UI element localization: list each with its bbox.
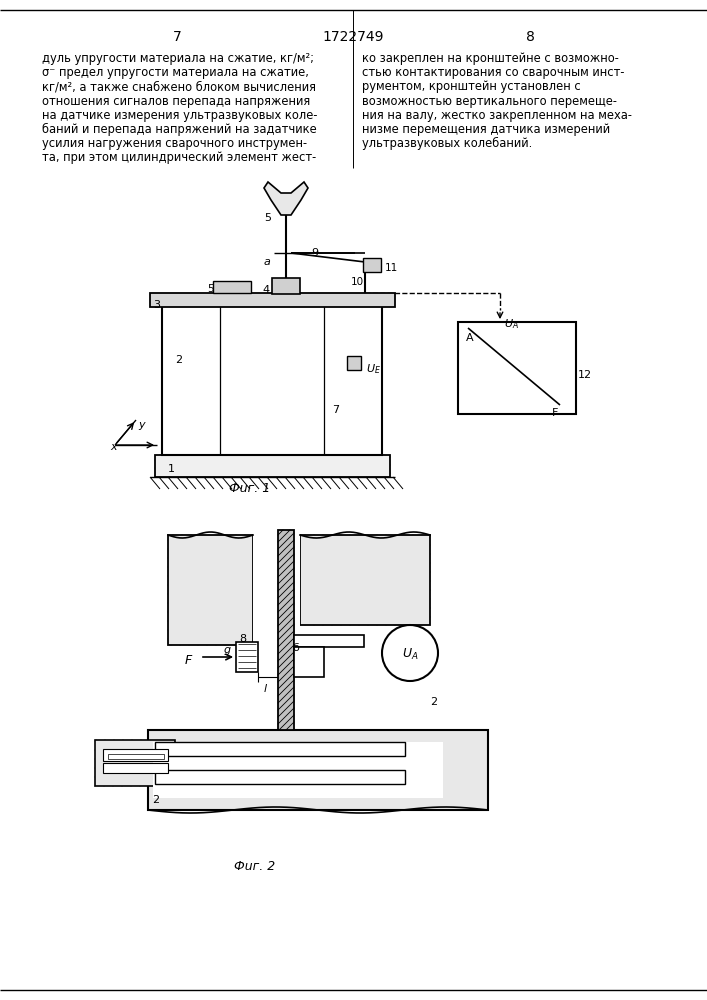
- Bar: [253, 530, 300, 650]
- Text: F: F: [552, 408, 559, 418]
- Text: баний и перепада напряжений на задатчике: баний и перепада напряжений на задатчике: [42, 123, 317, 136]
- Text: F: F: [185, 654, 192, 667]
- Text: 7: 7: [173, 30, 182, 44]
- Bar: [347, 356, 361, 370]
- Bar: [155, 455, 390, 477]
- Bar: [103, 763, 168, 773]
- Text: l: l: [264, 684, 267, 694]
- Text: 2: 2: [152, 795, 159, 805]
- Text: 11: 11: [385, 263, 398, 273]
- Text: та, при этом цилиндрический элемент жест-: та, при этом цилиндрический элемент жест…: [42, 151, 316, 164]
- Bar: [272, 278, 300, 294]
- Bar: [236, 642, 258, 672]
- Text: a: a: [264, 257, 271, 267]
- Polygon shape: [264, 182, 308, 215]
- Bar: [168, 535, 253, 645]
- Bar: [168, 535, 253, 645]
- Text: y: y: [138, 420, 145, 430]
- Bar: [213, 281, 251, 293]
- Text: 12: 12: [578, 370, 592, 380]
- Bar: [95, 740, 175, 786]
- Bar: [153, 742, 443, 798]
- Text: 1: 1: [168, 464, 175, 474]
- Bar: [155, 742, 405, 756]
- Text: 3: 3: [153, 300, 160, 310]
- Bar: [155, 455, 390, 477]
- Text: отношения сигналов перепада напряжения: отношения сигналов перепада напряжения: [42, 95, 310, 108]
- Bar: [103, 749, 168, 761]
- Text: кг/м², а также снабжено блоком вычисления: кг/м², а также снабжено блоком вычислени…: [42, 80, 316, 93]
- Text: ния на валу, жестко закрепленном на меха-: ния на валу, жестко закрепленном на меха…: [362, 109, 632, 122]
- Bar: [148, 730, 488, 810]
- Text: g: g: [224, 645, 231, 655]
- Text: σ⁻ предел упругости материала на сжатие,: σ⁻ предел упругости материала на сжатие,: [42, 66, 309, 79]
- Text: 10: 10: [351, 277, 364, 287]
- Text: усилия нагружения сварочного инструмен-: усилия нагружения сварочного инструмен-: [42, 137, 307, 150]
- Bar: [363, 258, 381, 272]
- Text: 2: 2: [430, 697, 437, 707]
- Circle shape: [382, 625, 438, 681]
- Text: $U_A$: $U_A$: [402, 647, 419, 662]
- Text: ко закреплен на кронштейне с возможно-: ко закреплен на кронштейне с возможно-: [362, 52, 619, 65]
- Text: стью контактирования со сварочным инст-: стью контактирования со сварочным инст-: [362, 66, 624, 79]
- Text: низме перемещения датчика измерений: низме перемещения датчика измерений: [362, 123, 610, 136]
- Text: 8: 8: [525, 30, 534, 44]
- Bar: [148, 730, 488, 810]
- Text: дуль упругости материала на сжатие, кг/м²;: дуль упругости материала на сжатие, кг/м…: [42, 52, 314, 65]
- Bar: [300, 535, 430, 625]
- Bar: [155, 770, 405, 784]
- Text: 9: 9: [311, 248, 318, 258]
- Bar: [294, 647, 324, 677]
- Text: ультразвуковых колебаний.: ультразвуковых колебаний.: [362, 137, 532, 150]
- Text: Фuг. 1: Фuг. 1: [229, 482, 271, 495]
- Bar: [278, 530, 294, 730]
- Text: 7: 7: [332, 405, 339, 415]
- Text: 8: 8: [239, 634, 246, 644]
- Text: б: б: [292, 643, 299, 653]
- Text: 1722749: 1722749: [322, 30, 384, 44]
- Bar: [294, 635, 364, 647]
- Bar: [150, 293, 395, 307]
- Text: A: A: [466, 333, 474, 343]
- Bar: [458, 322, 576, 414]
- Text: Фuг. 2: Фuг. 2: [235, 860, 276, 873]
- Text: x: x: [110, 442, 117, 452]
- Bar: [278, 530, 294, 730]
- Text: рументом, кронштейн установлен с: рументом, кронштейн установлен с: [362, 80, 580, 93]
- Bar: [300, 535, 430, 625]
- Text: $U_A$: $U_A$: [504, 317, 519, 331]
- Text: 5: 5: [264, 213, 271, 223]
- Bar: [95, 740, 175, 786]
- Text: возможностью вертикального перемеще-: возможностью вертикального перемеще-: [362, 95, 617, 108]
- Bar: [162, 305, 382, 455]
- Bar: [108, 754, 164, 759]
- Text: 4: 4: [262, 285, 269, 295]
- Text: на датчике измерения ультразвуковых коле-: на датчике измерения ультразвуковых коле…: [42, 109, 317, 122]
- Text: $U_E$: $U_E$: [366, 362, 381, 376]
- Text: 2: 2: [175, 355, 182, 365]
- Text: 5: 5: [207, 284, 214, 294]
